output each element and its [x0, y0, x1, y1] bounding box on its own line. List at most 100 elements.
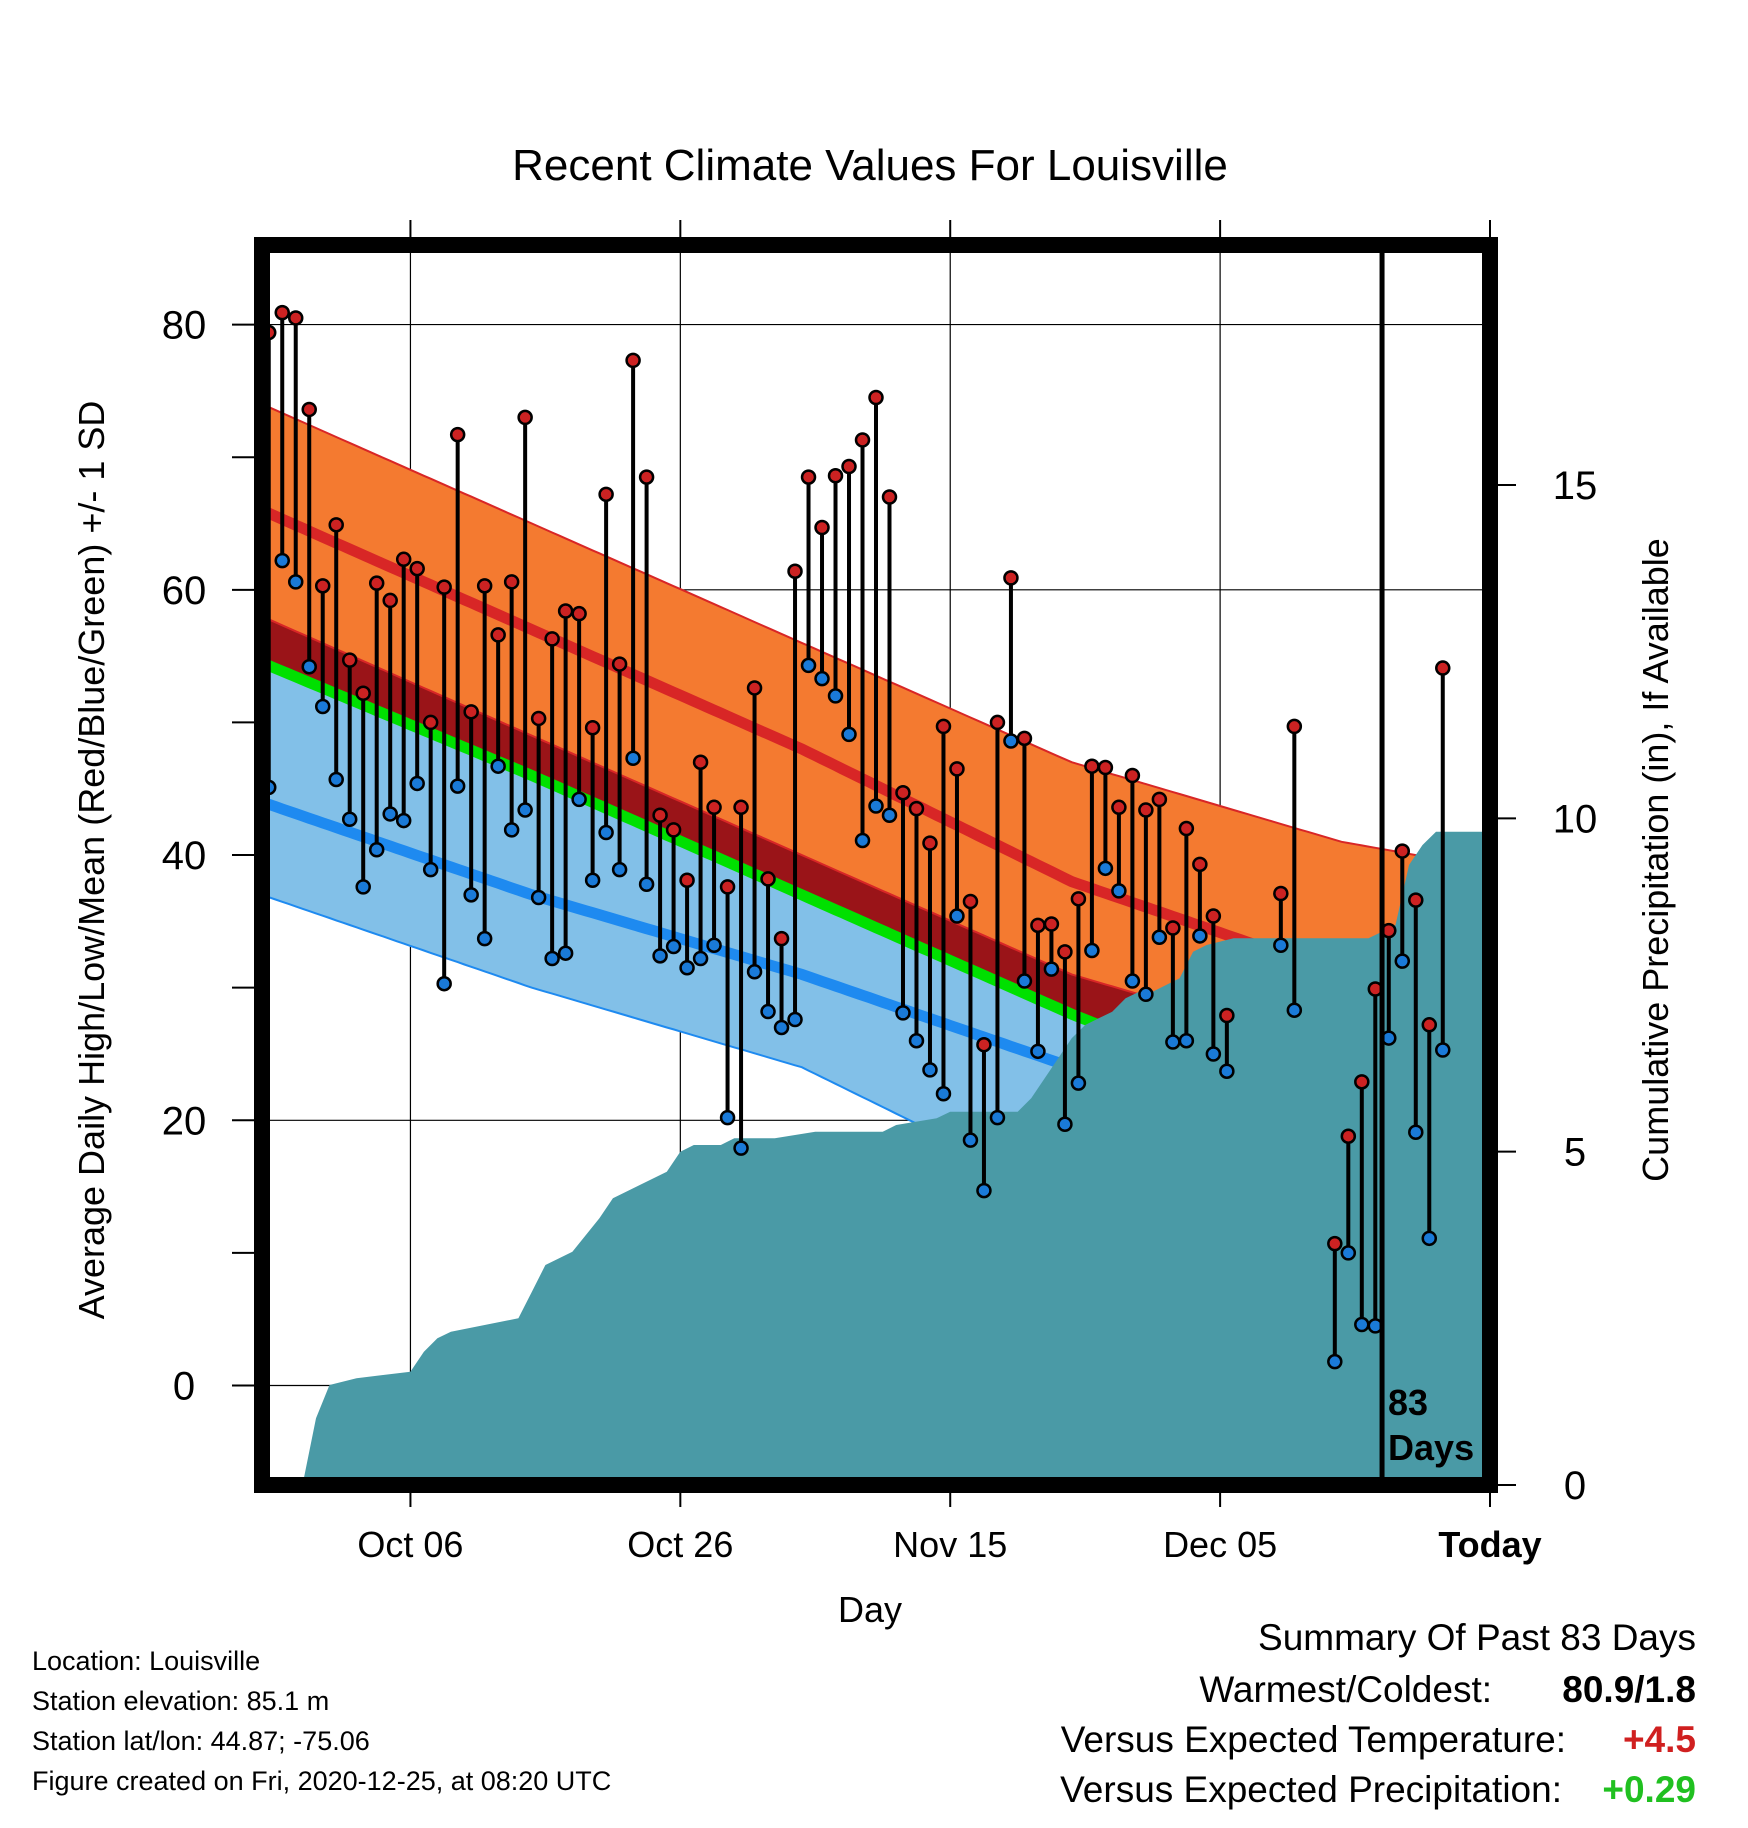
- daily-low-point: [625, 750, 641, 766]
- daily-high-point: [733, 799, 749, 816]
- daily-high-point: [638, 469, 655, 485]
- daily-low-point: [490, 758, 506, 774]
- daily-high-point: [584, 719, 601, 736]
- daily-low-point: [827, 688, 844, 704]
- summary-warm-cold-value: 80.9/1.8: [1562, 1669, 1696, 1710]
- daily-high-point: [814, 519, 830, 536]
- daily-low-point: [1070, 1075, 1087, 1091]
- y-tick-label: 0: [173, 1365, 195, 1409]
- daily-low-point: [1151, 929, 1168, 946]
- daily-low-point: [1408, 1124, 1424, 1140]
- daily-high-point: [382, 592, 398, 609]
- daily-high-point: [935, 718, 952, 735]
- x-tick-label: Oct 26: [627, 1524, 733, 1565]
- daily-low-point: [395, 812, 412, 829]
- footer-location: Location: Louisville: [32, 1646, 260, 1676]
- daily-low-point: [287, 574, 304, 590]
- daily-high-point: [557, 603, 574, 619]
- daily-low-point: [800, 657, 817, 674]
- daily-high-point: [544, 631, 560, 647]
- daily-low-point: [868, 798, 884, 814]
- daily-high-point: [692, 754, 709, 770]
- daily-low-point: [652, 948, 668, 964]
- daily-high-point: [719, 879, 736, 895]
- y2-tick-label: 10: [1553, 797, 1598, 841]
- daily-high-point: [1421, 1017, 1438, 1033]
- daily-high-point: [287, 310, 304, 326]
- daily-low-point: [1043, 961, 1060, 977]
- summary-temp-value: +4.5: [1623, 1719, 1696, 1760]
- daily-high-point: [1151, 791, 1168, 808]
- daily-high-point: [1273, 885, 1289, 902]
- daily-high-point: [1435, 660, 1451, 676]
- daily-low-point: [1124, 973, 1141, 989]
- daily-high-point: [1205, 908, 1222, 924]
- daily-high-point: [476, 578, 493, 594]
- daily-low-point: [854, 832, 871, 849]
- days-count-label: 83: [1388, 1382, 1428, 1423]
- daily-high-point: [463, 704, 479, 720]
- daily-high-point: [895, 784, 911, 801]
- daily-low-point: [1138, 986, 1154, 1003]
- daily-low-point: [719, 1109, 736, 1126]
- daily-low-point: [1219, 1063, 1235, 1079]
- daily-high-point: [274, 304, 290, 321]
- daily-high-point: [841, 458, 857, 475]
- daily-high-point: [800, 469, 817, 485]
- x-tick-label: Oct 06: [357, 1524, 463, 1565]
- daily-low-point: [314, 698, 331, 715]
- y2-tick-label: 0: [1564, 1464, 1586, 1508]
- daily-high-point: [395, 551, 412, 568]
- daily-high-point: [422, 714, 439, 731]
- daily-high-point: [1327, 1235, 1343, 1252]
- y-tick-label: 80: [162, 304, 207, 348]
- daily-low-point: [895, 1005, 911, 1021]
- daily-high-point: [1043, 916, 1060, 932]
- y-tick-label: 60: [162, 569, 207, 613]
- y-tick-label: 40: [162, 834, 207, 878]
- daily-high-point: [868, 389, 884, 406]
- y2-tick-label: 15: [1553, 464, 1598, 508]
- daily-low-point: [1394, 953, 1411, 969]
- daily-high-point: [1003, 570, 1019, 586]
- x-axis-label: Day: [838, 1589, 902, 1630]
- daily-low-point: [773, 1019, 790, 1036]
- daily-low-point: [1016, 973, 1033, 989]
- x-tick-label: Today: [1438, 1524, 1541, 1565]
- y-axis-left: 0 20 40 60 80: [162, 304, 262, 1409]
- daily-high-point: [503, 574, 520, 590]
- summary-precip-value: +0.29: [1602, 1769, 1696, 1810]
- summary-title: Summary Of Past 83 Days: [1258, 1617, 1696, 1658]
- summary-warm-cold-label: Warmest/Coldest:: [1199, 1669, 1492, 1710]
- daily-low-point: [962, 1132, 979, 1148]
- daily-high-point: [854, 432, 871, 448]
- daily-low-point: [409, 775, 425, 792]
- daily-low-point: [274, 552, 290, 569]
- daily-high-point: [1030, 917, 1046, 934]
- daily-low-point: [517, 802, 533, 818]
- daily-high-point: [530, 710, 547, 727]
- daily-high-point: [1084, 758, 1100, 774]
- daily-high-point: [962, 893, 979, 910]
- daily-high-point: [1165, 920, 1181, 936]
- daily-low-point: [814, 670, 830, 687]
- daily-high-point: [1057, 944, 1073, 960]
- daily-high-point: [625, 352, 641, 369]
- daily-high-point: [1408, 892, 1424, 908]
- daily-low-point: [746, 964, 763, 980]
- daily-high-point: [301, 401, 317, 418]
- daily-low-point: [301, 658, 317, 675]
- footer-elevation: Station elevation: 85.1 m: [32, 1686, 329, 1716]
- daily-high-point: [611, 656, 628, 672]
- daily-high-point: [1070, 891, 1087, 907]
- daily-high-point: [881, 489, 898, 505]
- daily-low-point: [557, 945, 574, 961]
- daily-observations: [260, 304, 1451, 1370]
- daily-high-point: [517, 409, 533, 426]
- daily-low-point: [1205, 1046, 1222, 1062]
- daily-low-point: [787, 1011, 803, 1028]
- daily-high-point: [922, 835, 938, 851]
- days-word-label: Days: [1388, 1427, 1474, 1468]
